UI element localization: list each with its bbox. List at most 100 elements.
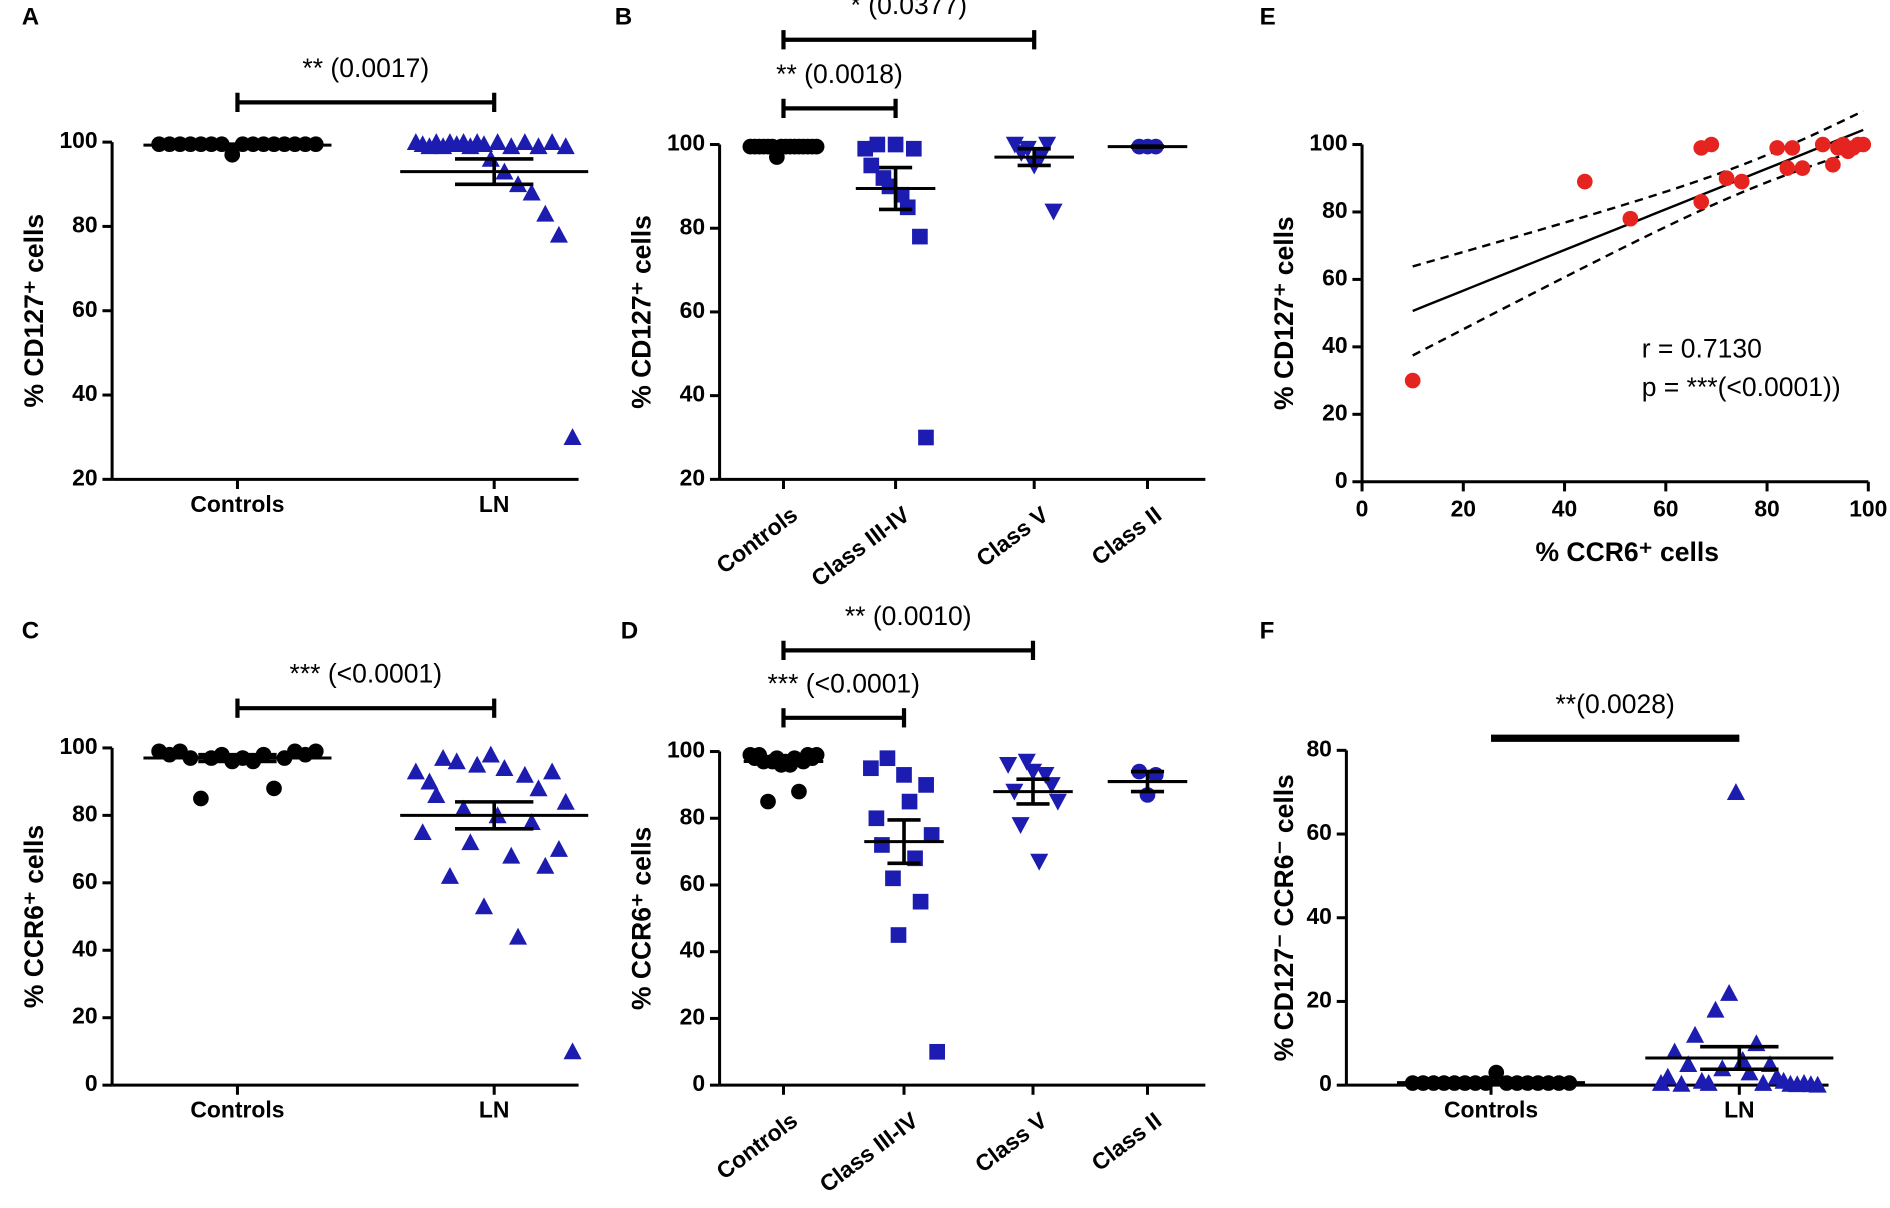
y-tick-label: 40: [1306, 903, 1331, 929]
x-tick-label: 100: [1849, 496, 1887, 522]
point: [1784, 140, 1801, 156]
point: [224, 146, 241, 163]
point: [760, 793, 776, 810]
x-tick-label: Controls: [1444, 1097, 1538, 1123]
point: [791, 783, 807, 800]
point: [896, 767, 912, 783]
y-tick-label: 100: [667, 737, 705, 763]
panel-label: B: [615, 3, 632, 30]
point: [905, 140, 922, 157]
point: [420, 137, 439, 155]
point: [447, 752, 466, 770]
point: [890, 927, 907, 943]
y-tick-label: 100: [59, 127, 97, 153]
confidence-band: [1412, 109, 1864, 268]
point: [1699, 1074, 1718, 1091]
y-tick-label: 100: [1309, 130, 1347, 156]
y-tick-label: 20: [680, 1003, 705, 1029]
y-axis-label: % CD127⁺ cells: [627, 215, 657, 409]
point: [406, 762, 425, 780]
point: [434, 137, 453, 155]
point: [1665, 1042, 1684, 1060]
y-tick-label: 0: [1335, 467, 1348, 493]
point: [1740, 1063, 1759, 1081]
y-tick-label: 60: [1306, 819, 1331, 845]
point: [307, 743, 324, 760]
point: [536, 856, 555, 874]
y-axis-label: % CCR6⁺ cells: [19, 825, 49, 1008]
x-tick-label: Class V: [971, 501, 1053, 572]
x-tick-label: 20: [1451, 496, 1476, 522]
point: [1658, 1067, 1677, 1085]
point: [1703, 136, 1720, 153]
point: [420, 772, 439, 790]
point: [427, 786, 446, 803]
confidence-band: [1412, 147, 1864, 357]
point: [869, 136, 886, 153]
panel-label: E: [1260, 3, 1276, 30]
point: [1030, 853, 1049, 871]
point: [857, 140, 874, 157]
point: [912, 893, 929, 910]
y-tick-label: 60: [72, 868, 97, 894]
x-tick-label: Controls: [190, 1097, 284, 1123]
bracket-label: * (0.0377): [851, 0, 967, 20]
point: [556, 137, 575, 155]
point: [868, 810, 885, 827]
y-tick-label: 40: [72, 935, 97, 961]
y-tick-label: 100: [59, 733, 97, 759]
point: [563, 428, 582, 446]
point: [515, 765, 534, 783]
x-axis-label: % CCR6⁺ cells: [1536, 537, 1719, 567]
panel-label: F: [1260, 618, 1275, 645]
point: [912, 228, 928, 245]
y-tick-label: 80: [680, 213, 705, 239]
y-tick-label: 20: [72, 464, 97, 490]
point: [1036, 767, 1055, 784]
point: [1576, 173, 1593, 190]
point: [918, 777, 934, 793]
x-tick-label: 60: [1653, 496, 1678, 522]
bracket-label: *** (<0.0001): [767, 668, 920, 698]
y-axis-label: % CD127⁺ cells: [1269, 216, 1299, 410]
point: [1488, 1064, 1505, 1081]
annotation: p = ***(<0.0001)): [1642, 372, 1841, 402]
point: [1855, 136, 1872, 153]
point: [509, 927, 528, 945]
point: [461, 137, 480, 155]
point: [266, 780, 282, 797]
y-tick-label: 60: [1322, 264, 1347, 290]
y-tick-label: 80: [1306, 735, 1331, 761]
y-tick-label: 0: [692, 1070, 705, 1096]
x-tick-label: 40: [1552, 496, 1577, 522]
point: [543, 762, 562, 780]
y-tick-label: 20: [1322, 399, 1347, 425]
point: [549, 225, 568, 243]
point: [874, 837, 890, 853]
y-tick-label: 60: [680, 297, 705, 323]
point: [563, 1042, 582, 1060]
y-tick-label: 60: [680, 870, 705, 896]
point: [461, 833, 480, 851]
point: [899, 199, 916, 216]
point: [474, 135, 494, 153]
bracket-label: **(0.0028): [1555, 689, 1674, 719]
point: [495, 759, 514, 776]
x-tick-label: Class II: [1087, 501, 1167, 570]
point: [1814, 136, 1831, 153]
point: [923, 827, 940, 843]
y-tick-label: 40: [680, 937, 705, 963]
panel-label: A: [22, 3, 39, 30]
point: [1017, 753, 1036, 771]
y-tick-label: 40: [680, 381, 705, 407]
bracket-label: ** (0.0018): [776, 59, 903, 89]
point: [1011, 817, 1030, 834]
point: [481, 745, 500, 763]
point: [529, 779, 548, 797]
x-tick-label: Controls: [711, 1107, 802, 1184]
panel-label: D: [621, 618, 638, 645]
point: [1693, 194, 1710, 210]
point: [893, 186, 910, 203]
point: [413, 823, 432, 841]
point: [999, 757, 1018, 774]
